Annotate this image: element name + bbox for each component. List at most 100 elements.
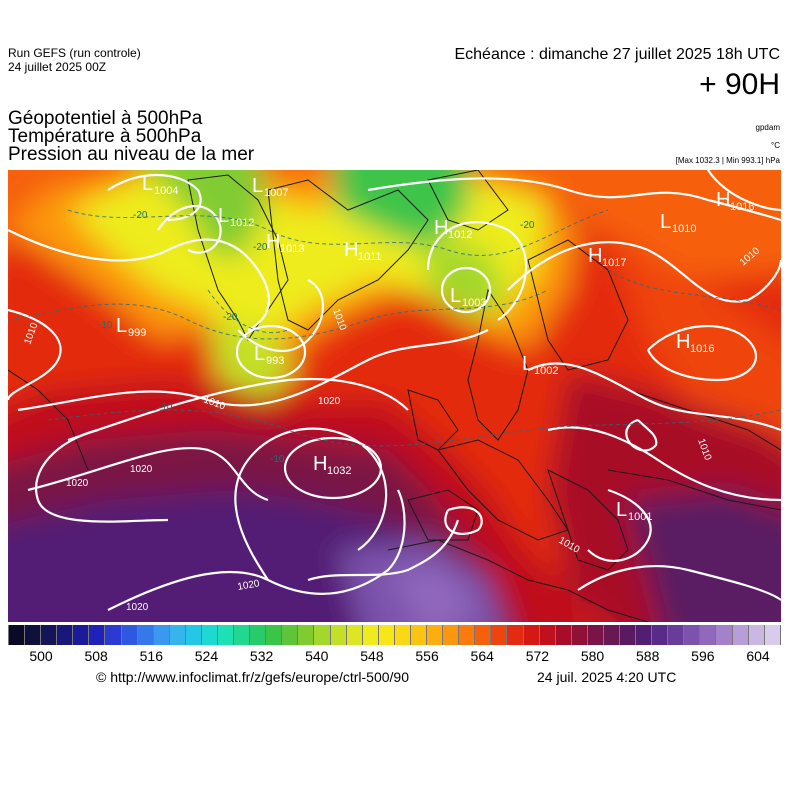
pressure-center: L 1010 [660,211,696,235]
color-scale-cell [684,625,701,645]
pressure-center: L 993 [254,343,284,367]
color-scale-tick: 524 [194,648,219,664]
color-scale-cell [443,625,460,645]
pressure-center-letter: L [616,499,627,521]
map-svg: L 1004 L 1007 L 1012 H 1013 H 1011 H 1012 L 100… [8,170,781,622]
pressure-center-value: 1032 [327,465,351,477]
pressure-center-value: 1017 [602,257,626,269]
run-model: Run GEFS (run controle) [8,46,141,60]
pressure-center-letter: L [142,173,153,195]
pressure-center: L 1004 [142,173,178,197]
color-scale-tick: 596 [691,648,715,664]
color-scale-cell [491,625,508,645]
color-scale-cell [153,625,170,645]
color-scale-cell [700,625,717,645]
pressure-center-value: 1016 [730,201,754,213]
pressure-center: H 1017 [588,245,626,269]
pressure-center-value: 1012 [230,217,254,229]
color-scale-cell [475,625,492,645]
color-scale-ticks: 500 508 516 524 532 540 548 556 564 572 580 588 596 6… [8,648,781,666]
isobar-label: 1020 [130,464,153,475]
pressure-center-value: 993 [266,355,284,367]
pressure-center: H 1013 [266,231,304,255]
color-scale-cell [266,625,283,645]
temp-label: -10 [270,454,285,465]
isobar-label: 1020 [66,478,89,489]
title-geopotential: Géopotentiel à 500hPa [8,108,203,129]
title-temperature: Température à 500hPa [8,126,202,147]
color-scale-tick: 532 [249,648,274,664]
color-scale-cell [314,625,331,645]
pressure-center-value: 1003 [462,297,486,309]
pressure-center-value: 1016 [690,343,714,355]
pressure-center-letter: L [116,315,127,337]
color-scale-cell [716,625,733,645]
isobar-label: 1020 [318,396,341,407]
color-scale-cell [89,625,106,645]
pressure-center-letter: H [266,231,280,253]
color-scale-cell [732,625,749,645]
color-scale-cell [8,625,26,645]
pressure-center: H 1032 [313,453,351,477]
color-scale-tick: 580 [580,648,605,664]
pressure-center-letter: H [344,239,358,261]
pressure-center-value: 1010 [672,223,696,235]
pressure-center-letter: L [218,205,229,227]
color-scale-tick: 564 [470,648,494,664]
pressure-center-value: 1013 [280,243,304,255]
pressure-center-letter: H [716,189,730,211]
color-scale-cell [507,625,524,645]
color-scale-tick: 588 [636,648,660,664]
color-scale-cell [619,625,637,645]
pressure-center-letter: H [676,331,690,353]
temp-label: -20 [520,220,535,231]
color-scale-cell [330,625,347,645]
color-scale-cell [362,625,379,645]
color-scale-cell [121,625,138,645]
color-scale-cell [764,625,781,645]
color-scale-tick: 508 [84,648,108,664]
color-scale-tick: 540 [305,648,329,664]
geopotential-field [8,170,781,622]
color-scale-cell [346,625,363,645]
color-scale-cell [603,625,620,645]
color-scale-cell [105,625,122,645]
map-titles: Géopotentiel à 500hPa Température à 500h… [8,108,254,164]
color-scale-cell [587,625,604,645]
pressure-center: L 1002 [522,353,558,377]
color-scale-tick: 572 [525,648,550,664]
color-scale-cell [394,625,411,645]
color-scale-tick: 556 [415,648,439,664]
temperature-labels: -20 -20 -20 -10 -10 -20 -10 [98,210,535,465]
color-scale-cell [57,625,74,645]
color-scale-tick: 548 [360,648,384,664]
pressure-center-letter: L [252,175,263,197]
color-scale-cell [41,625,58,645]
pressure-center-letter: H [588,245,602,267]
weather-map: L 1004 L 1007 L 1012 H 1013 H 1011 H 1012 L 100… [8,170,781,622]
color-scale-cell [636,625,653,645]
isobars [8,170,781,611]
color-scale-cell [73,625,90,645]
pressure-center-letter: L [522,353,533,375]
generation-timestamp: 24 juil. 2025 4:20 UTC [537,669,677,685]
temp-label: -10 [158,402,173,413]
run-info: Run GEFS (run controle) 24 juillet 2025 … [8,46,141,74]
pressure-center: L 1003 [450,285,486,309]
color-scale-cell [410,625,428,645]
pressure-center: H 1011 [344,239,382,263]
color-scale-cell [523,625,540,645]
color-scale-tick: 516 [139,648,163,664]
isobar-label: 1020 [237,578,261,593]
temp-label: -20 [223,312,238,323]
color-scale-tick: 604 [746,648,770,664]
pressure-center-value: 1004 [154,185,178,197]
temp-label: -20 [133,210,148,221]
temp-label: -20 [253,242,268,253]
pressure-center-value: 1002 [534,365,558,377]
color-scale-cell [234,625,251,645]
map-labels: L 1004 L 1007 L 1012 H 1013 H 1011 H 1012 L 100… [22,173,762,613]
pressure-center: L 1001 [616,499,652,523]
color-scale-cell [169,625,186,645]
pressure-center: H 1012 [434,217,472,241]
